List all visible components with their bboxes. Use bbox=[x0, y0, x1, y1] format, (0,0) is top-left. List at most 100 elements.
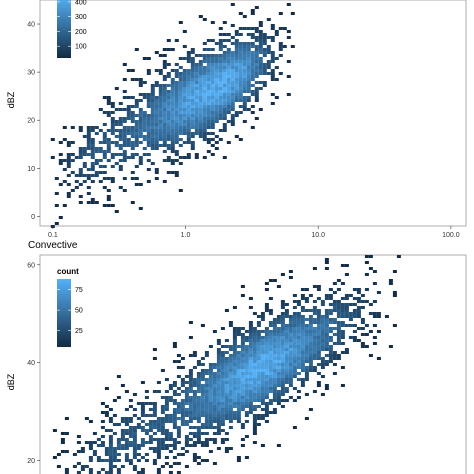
heatmap-cell bbox=[180, 414, 185, 417]
heatmap-cell bbox=[256, 393, 261, 396]
heatmap-cell bbox=[234, 63, 239, 66]
heatmap-cell bbox=[194, 96, 199, 99]
heatmap-cell bbox=[120, 420, 125, 423]
heatmap-cell bbox=[276, 348, 281, 351]
heatmap-cell bbox=[104, 411, 109, 414]
heatmap-cell bbox=[228, 363, 233, 366]
heatmap-cell bbox=[304, 342, 309, 345]
heatmap-cell bbox=[62, 180, 67, 183]
heatmap-cell bbox=[144, 423, 149, 426]
heatmap-cell bbox=[328, 354, 333, 357]
heatmap-cell bbox=[150, 132, 155, 135]
heatmap-cell bbox=[206, 126, 211, 129]
heatmap-cell bbox=[216, 384, 221, 387]
heatmap-cell bbox=[248, 405, 253, 408]
heatmap-cell bbox=[230, 66, 235, 69]
heatmap-cell bbox=[144, 453, 149, 456]
heatmap-cell bbox=[218, 108, 223, 111]
heatmap-cell bbox=[194, 99, 199, 102]
heatmap-cell bbox=[308, 345, 313, 348]
heatmap-cell bbox=[174, 69, 179, 72]
heatmap-cell bbox=[280, 378, 285, 381]
heatmap-cell bbox=[356, 300, 361, 303]
heatmap-cell bbox=[220, 351, 225, 354]
heatmap-cell bbox=[92, 432, 97, 435]
heatmap-cell bbox=[178, 120, 183, 123]
heatmap-cell bbox=[284, 357, 289, 360]
heatmap-cell bbox=[212, 390, 217, 393]
heatmap-cell bbox=[238, 69, 243, 72]
heatmap-cell bbox=[252, 354, 257, 357]
heatmap-cell bbox=[304, 354, 309, 357]
heatmap-cell bbox=[336, 324, 341, 327]
heatmap-cell bbox=[70, 153, 75, 156]
heatmap-cell bbox=[212, 462, 217, 465]
heatmap-cell bbox=[300, 318, 305, 321]
heatmap-cell bbox=[264, 282, 269, 285]
heatmap-cell bbox=[110, 153, 115, 156]
heatmap-cell bbox=[122, 96, 127, 99]
heatmap-cell bbox=[252, 396, 257, 399]
heatmap-cell bbox=[94, 201, 99, 204]
heatmap-cell bbox=[226, 111, 231, 114]
heatmap-cell bbox=[240, 339, 245, 342]
heatmap-cell bbox=[246, 75, 251, 78]
heatmap-cell bbox=[152, 462, 157, 465]
heatmap-cell bbox=[198, 93, 203, 96]
heatmap-cell bbox=[170, 126, 175, 129]
heatmap-cell bbox=[232, 333, 237, 336]
heatmap-cell bbox=[280, 324, 285, 327]
heatmap-cell bbox=[146, 69, 151, 72]
heatmap-cell bbox=[210, 144, 215, 147]
heatmap-cell bbox=[212, 363, 217, 366]
heatmap-cell bbox=[242, 69, 247, 72]
heatmap-cell bbox=[170, 96, 175, 99]
heatmap-cell bbox=[74, 174, 79, 177]
heatmap-cell bbox=[276, 336, 281, 339]
heatmap-cell bbox=[142, 114, 147, 117]
heatmap-cell bbox=[304, 369, 309, 372]
heatmap-cell bbox=[288, 375, 293, 378]
heatmap-cell bbox=[272, 372, 277, 375]
heatmap-cell bbox=[188, 402, 193, 405]
heatmap-cell bbox=[174, 114, 179, 117]
heatmap-cell bbox=[296, 378, 301, 381]
heatmap-cell bbox=[138, 93, 143, 96]
heatmap-cell bbox=[182, 114, 187, 117]
heatmap-cell bbox=[218, 39, 223, 42]
heatmap-cell bbox=[228, 345, 233, 348]
heatmap-cell bbox=[190, 48, 195, 51]
heatmap-cell bbox=[208, 345, 213, 348]
heatmap-cell bbox=[230, 105, 235, 108]
heatmap-cell bbox=[376, 330, 381, 333]
heatmap-cell bbox=[242, 105, 247, 108]
heatmap-cell bbox=[292, 345, 297, 348]
heatmap-cell bbox=[332, 363, 337, 366]
heatmap-cell bbox=[286, 75, 291, 78]
heatmap-cell bbox=[174, 129, 179, 132]
heatmap-cell bbox=[256, 381, 261, 384]
heatmap-cell bbox=[160, 420, 165, 423]
heatmap-cell bbox=[172, 423, 177, 426]
heatmap-cell bbox=[246, 51, 251, 54]
heatmap-cell bbox=[182, 72, 187, 75]
heatmap-cell bbox=[76, 462, 81, 465]
heatmap-cell bbox=[300, 369, 305, 372]
heatmap-cell bbox=[288, 372, 293, 375]
heatmap-cell bbox=[122, 150, 127, 153]
heatmap-cell bbox=[70, 189, 75, 192]
heatmap-cell bbox=[146, 102, 151, 105]
heatmap-cell bbox=[300, 384, 305, 387]
heatmap-cell bbox=[202, 102, 207, 105]
heatmap-cell bbox=[336, 321, 341, 324]
heatmap-cell bbox=[100, 468, 105, 471]
heatmap-cell bbox=[258, 24, 263, 27]
heatmap-cell bbox=[300, 288, 305, 291]
heatmap-cell bbox=[260, 312, 265, 315]
heatmap-cell bbox=[308, 294, 313, 297]
heatmap-cell bbox=[220, 381, 225, 384]
heatmap-cell bbox=[250, 27, 255, 30]
heatmap-cell bbox=[254, 117, 259, 120]
heatmap-cell bbox=[202, 90, 207, 93]
